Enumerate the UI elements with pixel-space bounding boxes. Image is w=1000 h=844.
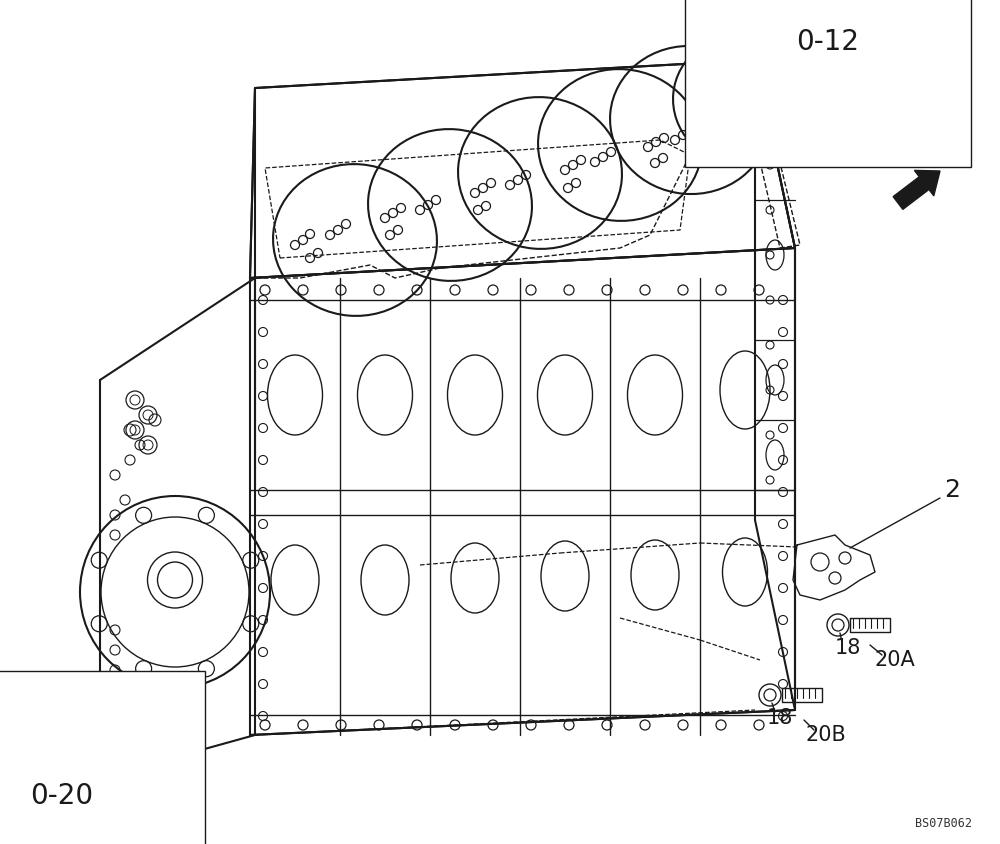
Text: 20A: 20A <box>875 650 915 670</box>
Text: 18: 18 <box>767 708 793 728</box>
Text: 18: 18 <box>835 638 861 658</box>
Text: BS07B062: BS07B062 <box>915 817 972 830</box>
FancyArrow shape <box>893 170 940 209</box>
Text: 20B: 20B <box>806 725 846 745</box>
Text: 0-12: 0-12 <box>796 28 860 56</box>
Text: 0-20: 0-20 <box>30 782 94 810</box>
Text: 2: 2 <box>944 478 960 502</box>
